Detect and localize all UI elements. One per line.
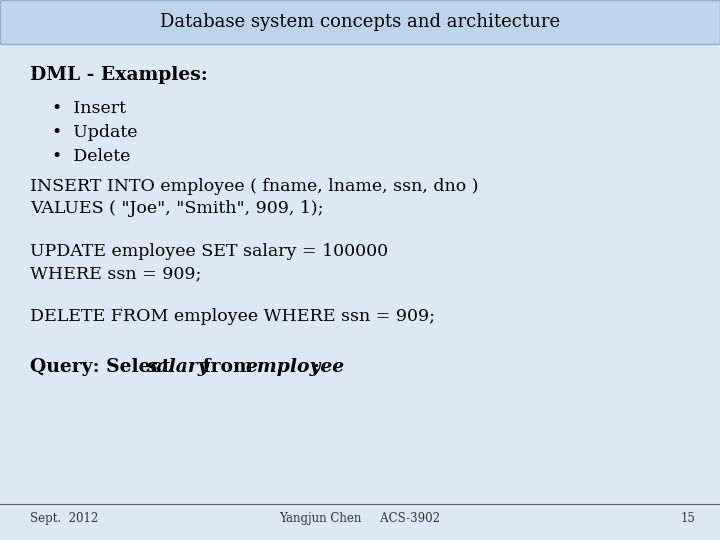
Text: ;: ; [312,358,319,376]
Text: WHERE ssn = 909;: WHERE ssn = 909; [30,265,202,282]
Text: Query: Select: Query: Select [30,358,177,376]
Text: DELETE FROM employee WHERE ssn = 909;: DELETE FROM employee WHERE ssn = 909; [30,308,435,325]
FancyBboxPatch shape [0,0,720,44]
Text: INSERT INTO employee ( fname, lname, ssn, dno ): INSERT INTO employee ( fname, lname, ssn… [30,178,479,195]
Text: Database system concepts and architecture: Database system concepts and architectur… [160,13,560,31]
Text: Yangjun Chen     ACS-3902: Yangjun Chen ACS-3902 [279,512,441,525]
Text: from: from [196,358,259,376]
Text: 15: 15 [680,512,695,525]
Text: employee: employee [246,358,345,376]
Text: Sept.  2012: Sept. 2012 [30,512,98,525]
Text: •  Insert: • Insert [52,100,126,117]
Text: VALUES ( "Joe", "Smith", 909, 1);: VALUES ( "Joe", "Smith", 909, 1); [30,200,323,217]
Text: •  Delete: • Delete [52,148,130,165]
Text: •  Update: • Update [52,124,138,141]
Text: DML - Examples:: DML - Examples: [30,66,208,84]
Text: UPDATE employee SET salary = 100000: UPDATE employee SET salary = 100000 [30,243,388,260]
Text: salary: salary [146,358,209,376]
